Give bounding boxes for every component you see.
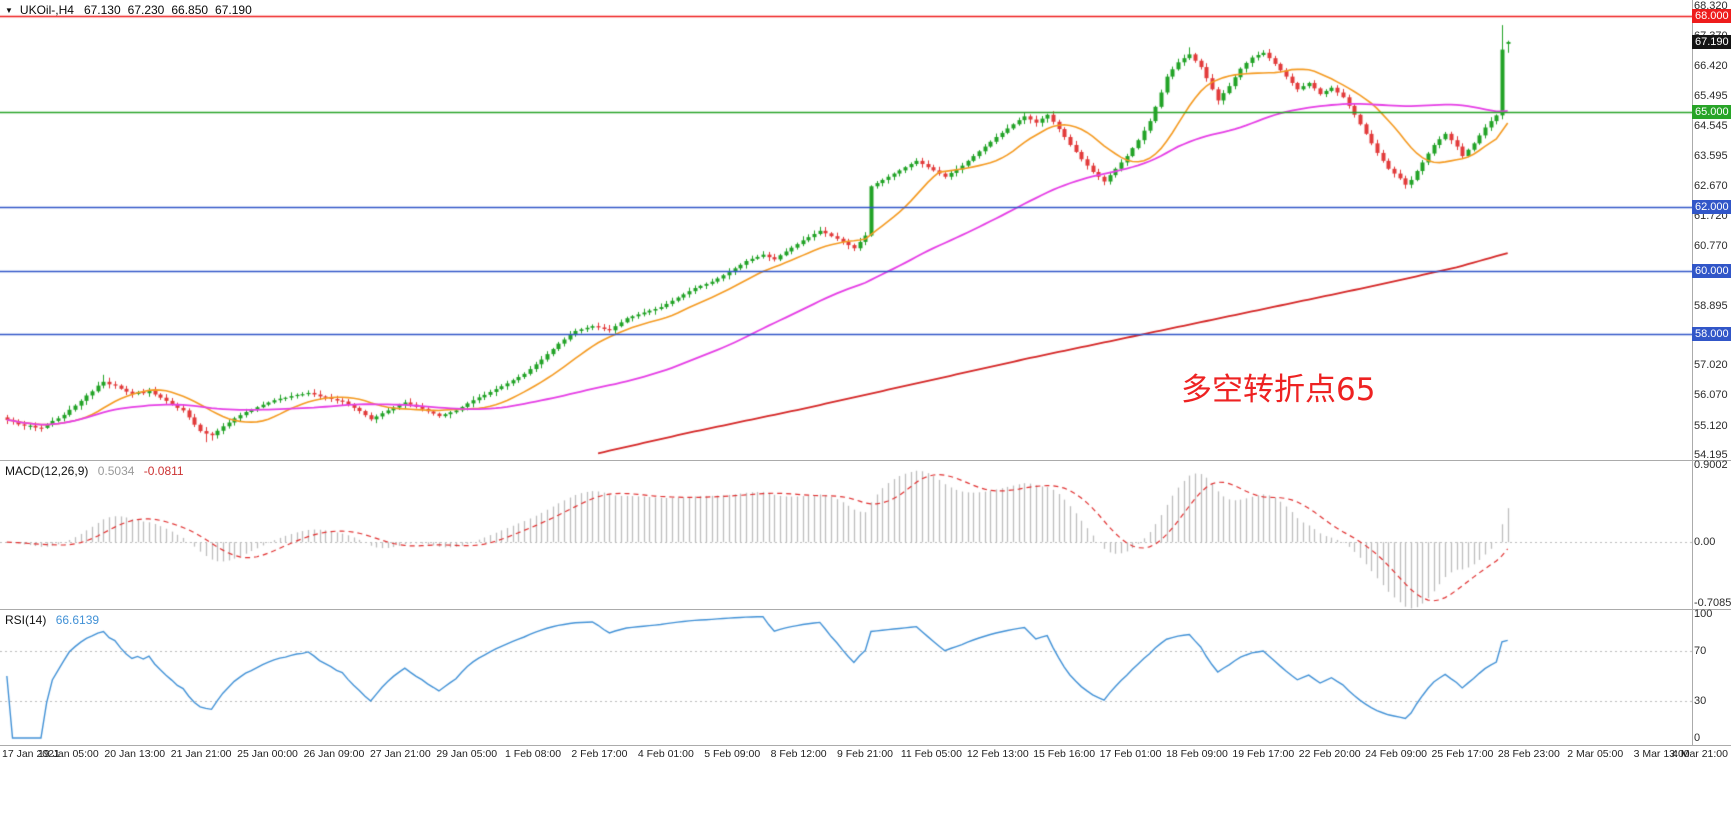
time-axis-label: 1 Feb 08:00	[505, 748, 562, 760]
trend-annotation[interactable]: 多空转折点65	[1181, 372, 1376, 408]
macd-axis-label: 0.00	[1694, 536, 1716, 549]
time-axis-label: 17 Jan 2021	[2, 748, 60, 760]
time-axis-label: 8 Feb 12:00	[770, 748, 827, 760]
price-scale-separator	[1692, 0, 1693, 745]
price-axis-label: 60.770	[1694, 240, 1728, 253]
time-axis-label: 17 Feb 01:00	[1099, 748, 1162, 760]
time-axis-label: 19 Feb 17:00	[1232, 748, 1295, 760]
pane-separator[interactable]	[0, 460, 1731, 461]
macd-axis-label: 0.9002	[1694, 459, 1728, 471]
ohlc-open: 67.130	[83, 3, 121, 17]
time-axis-label: 29 Jan 05:00	[436, 748, 498, 760]
price-axis-label: 65.495	[1694, 89, 1728, 102]
symbol-period-label: UKOil-,H4	[19, 3, 74, 17]
time-axis-label: 28 Feb 23:00	[1497, 748, 1560, 760]
macd-axis-label: -0.7085	[1694, 597, 1731, 609]
main-chart-canvas[interactable]	[0, 0, 1692, 460]
hline-price-badge: 58.000	[1692, 327, 1731, 342]
time-axis-label: 22 Feb 20:00	[1298, 748, 1361, 760]
price-axis-label: 68.320	[1694, 0, 1728, 13]
time-axis-label: 4 Feb 01:00	[637, 748, 694, 760]
hline-price-badge: 60.000	[1692, 263, 1731, 278]
price-axis-label: 58.895	[1694, 299, 1728, 312]
hline-price-badge: 68.000	[1692, 9, 1731, 24]
price-axis-label: 63.595	[1694, 150, 1728, 163]
time-axis-label: 24 Feb 09:00	[1365, 748, 1428, 760]
hline-price-badge: 65.000	[1692, 104, 1731, 119]
price-axis-label: 62.670	[1694, 179, 1728, 192]
time-axis-label: 20 Jan 13:00	[104, 748, 166, 760]
time-scale[interactable]: 17 Jan 2021 19 Jan 05:00 20 Jan 13:00 21 Ja…	[0, 746, 1731, 764]
price-axis-label: 64.545	[1694, 120, 1728, 133]
time-axis-label: 27 Jan 21:00	[369, 748, 431, 760]
rsi-canvas[interactable]	[0, 610, 1692, 744]
rsi-axis-label: 0	[1694, 732, 1701, 744]
time-axis-label: 4 Mar 21:00	[1671, 748, 1728, 760]
time-axis-label: 5 Feb 09:00	[704, 748, 761, 760]
ohlc-low: 66.850	[171, 3, 209, 17]
time-axis-label: 21 Jan 21:00	[170, 748, 232, 760]
rsi-indicator-label: RSI(14) 66.6139	[5, 613, 105, 627]
macd-canvas[interactable]	[0, 461, 1692, 609]
price-axis-label: 56.070	[1694, 389, 1728, 402]
ohlc-close: 67.190	[215, 3, 252, 17]
time-axis-label: 2 Feb 17:00	[571, 748, 628, 760]
rsi-axis-label: 30	[1694, 694, 1707, 707]
macd-name: MACD(12,26,9)	[5, 464, 89, 478]
time-axis-label: 26 Jan 09:00	[303, 748, 365, 760]
time-axis-label: 9 Feb 21:00	[836, 748, 894, 760]
pane-separator[interactable]	[0, 609, 1731, 610]
time-axis-separator	[0, 745, 1731, 746]
price-axis-label: 55.120	[1694, 419, 1728, 432]
time-axis-label: 25 Feb 17:00	[1431, 748, 1494, 760]
price-scale[interactable]: 68.32067.37066.42065.49564.54563.59562.6…	[1692, 0, 1731, 745]
rsi-axis-label: 70	[1694, 645, 1707, 658]
time-axis-label: 12 Feb 13:00	[966, 748, 1029, 760]
time-axis-label: 3 Mar 13:00	[1633, 748, 1690, 760]
time-axis-label: 11 Feb 05:00	[900, 748, 962, 760]
symbol-info-line: ▼ UKOil-,H4 67.130 67.230 66.850 67.190	[5, 3, 259, 17]
rsi-value: 66.6139	[55, 613, 100, 627]
macd-signal-value: -0.0811	[143, 464, 184, 478]
macd-main-value: 0.5034	[97, 464, 135, 478]
macd-indicator-label: MACD(12,26,9) 0.5034 -0.0811	[5, 464, 190, 478]
time-axis-label: 25 Jan 00:00	[237, 748, 298, 760]
rsi-axis-label: 100	[1694, 608, 1713, 620]
price-axis-label: 54.195	[1694, 449, 1728, 462]
hline-price-badge: 62.000	[1692, 199, 1731, 214]
ohlc-high: 67.230	[127, 3, 165, 17]
chart-dropdown-icon[interactable]: ▼	[5, 5, 13, 15]
rsi-name: RSI(14)	[5, 613, 47, 627]
current-price-badge: 67.190	[1692, 34, 1731, 49]
time-axis-label: 15 Feb 16:00	[1033, 748, 1096, 760]
price-axis-label: 57.020	[1694, 359, 1728, 372]
time-axis-label: 18 Feb 09:00	[1165, 748, 1228, 760]
time-axis-label: 2 Mar 05:00	[1567, 748, 1624, 760]
time-axis-label: 19 Jan 05:00	[38, 748, 99, 760]
price-axis-label: 66.420	[1694, 60, 1728, 73]
